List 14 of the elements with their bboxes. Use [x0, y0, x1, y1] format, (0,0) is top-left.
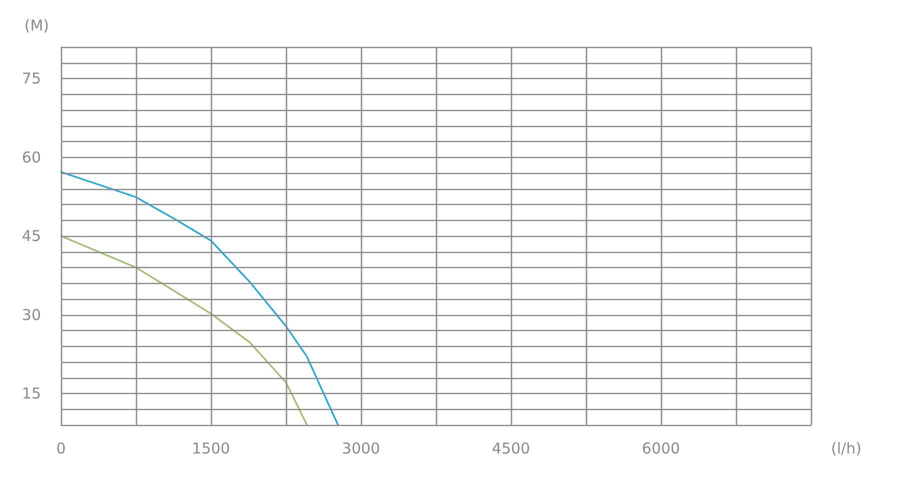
- y-tick-label: 75: [22, 70, 41, 88]
- y-tick-label: 30: [22, 306, 41, 324]
- y-tick-label: 15: [22, 384, 41, 402]
- y-axis-title: (M): [24, 16, 49, 34]
- x-axis-title: (l/h): [831, 440, 862, 458]
- y-tick-label: 60: [22, 148, 41, 166]
- y-tick-label: 45: [22, 227, 41, 245]
- x-tick-label: 3000: [342, 440, 380, 458]
- x-tick-label: 1500: [192, 440, 230, 458]
- line-series: [60, 235, 308, 426]
- x-tick-label: 0: [56, 440, 66, 458]
- x-tick-label: 4500: [492, 440, 530, 458]
- line-series: [60, 171, 339, 426]
- x-tick-label: 6000: [642, 440, 680, 458]
